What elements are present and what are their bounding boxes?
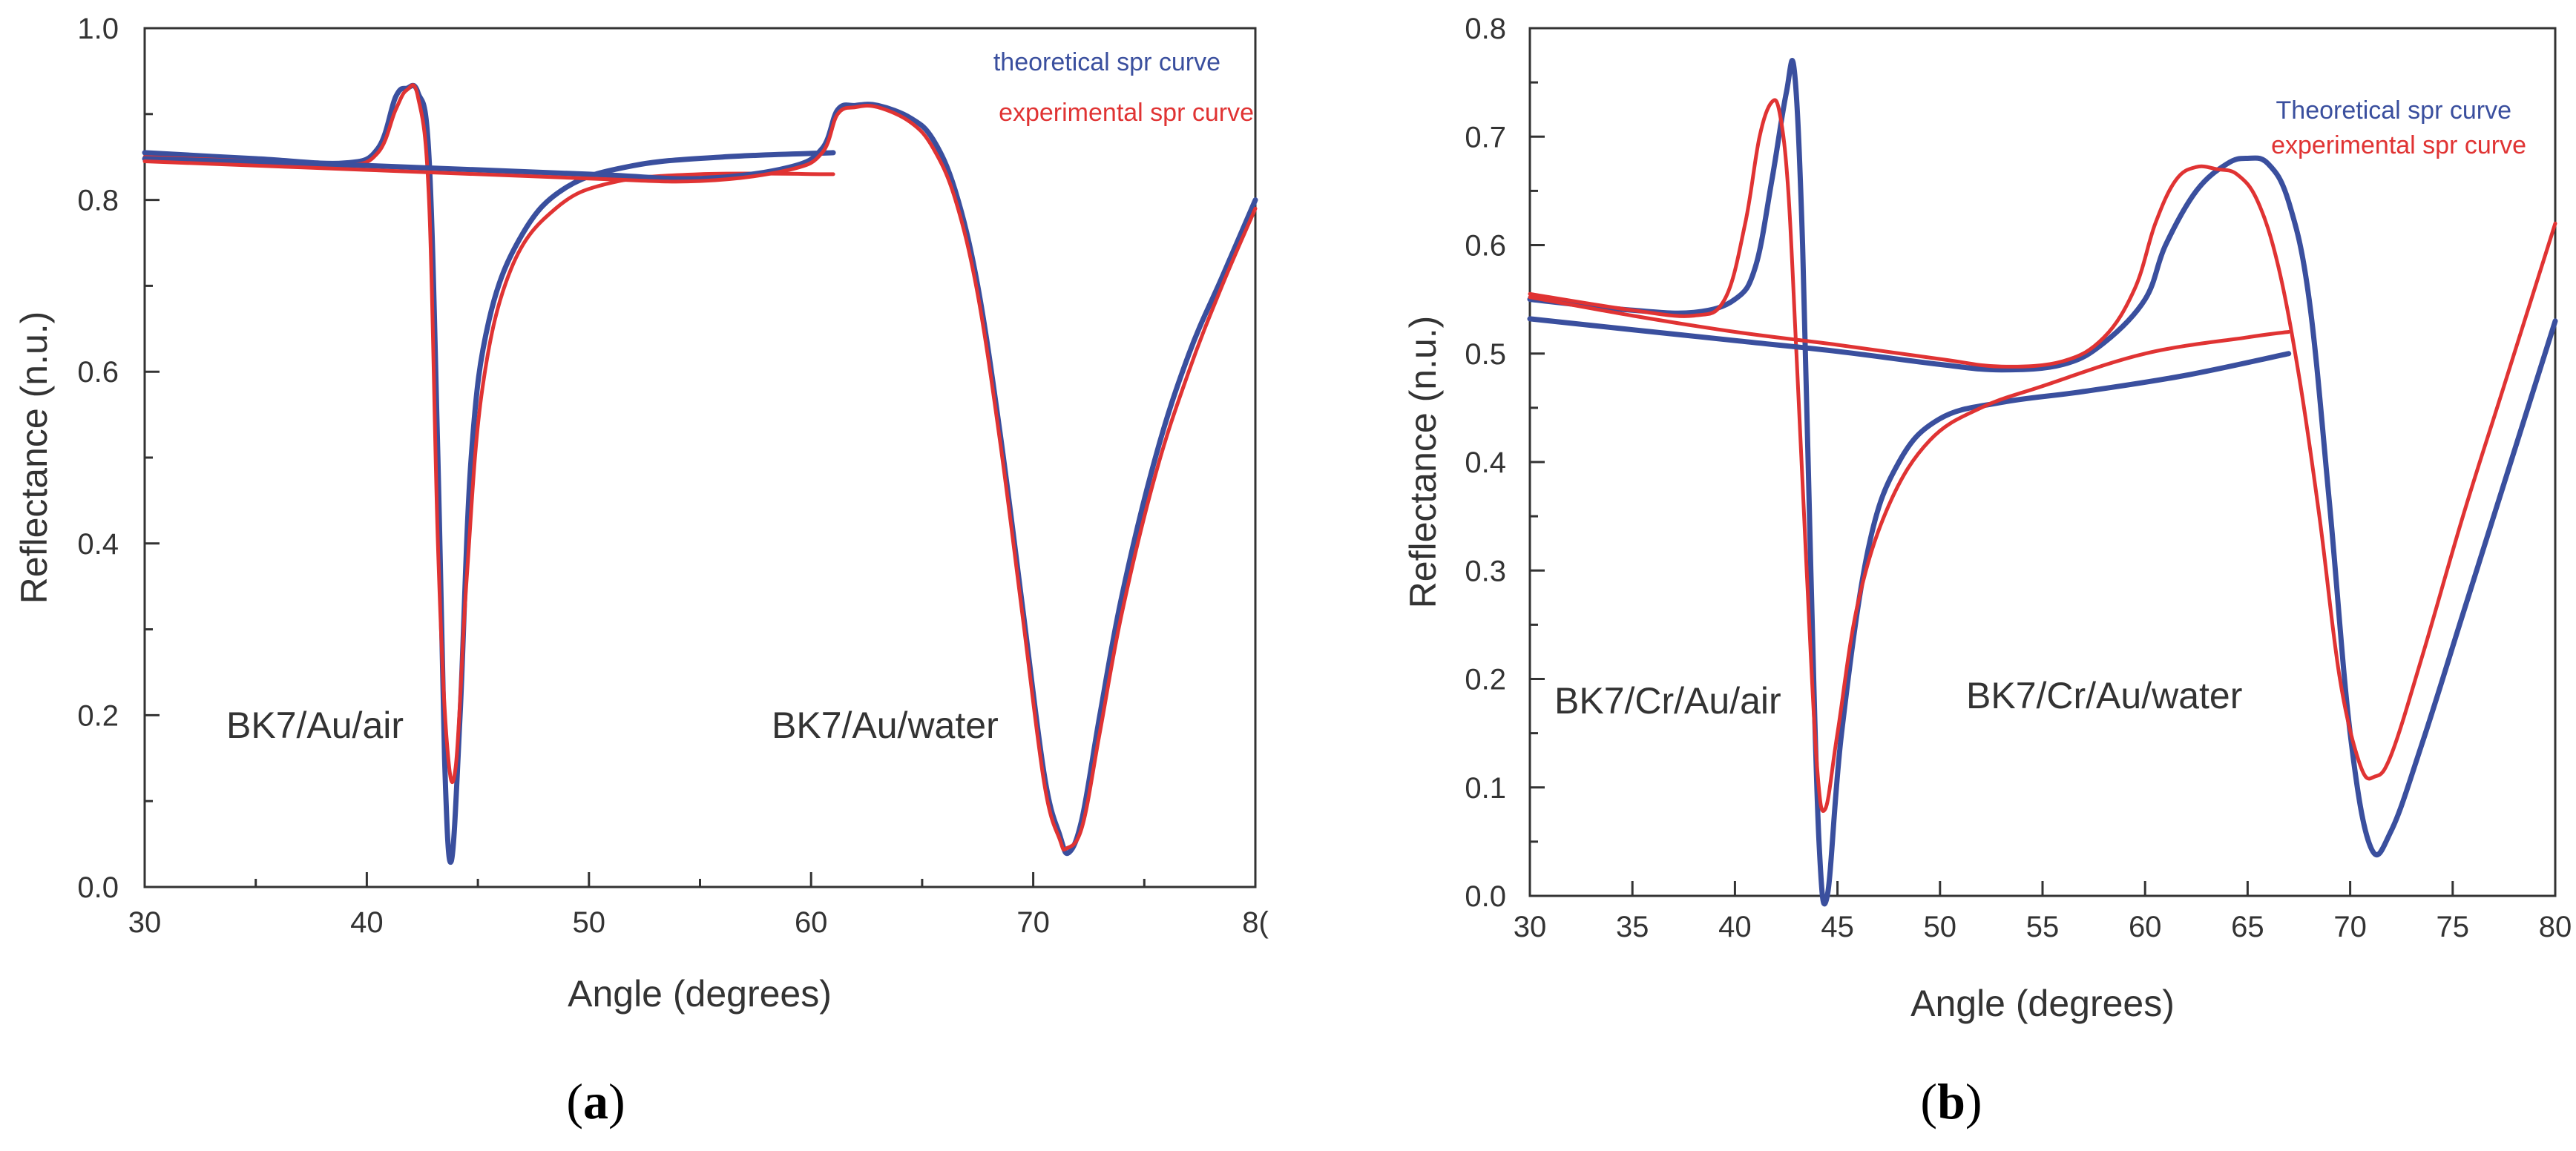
x-axis-title-a: Angle (degrees) xyxy=(568,973,832,1015)
x-tick-label: 50 xyxy=(573,906,606,939)
y-ticks-b xyxy=(1530,27,1545,897)
x-tick-label: 70 xyxy=(2333,911,2367,943)
y-tick-label: 0.1 xyxy=(1465,772,1506,805)
x-ticks-a xyxy=(143,872,1146,887)
x-tick-label: 60 xyxy=(2129,911,2162,943)
panel-label-a-open: ( xyxy=(566,1073,583,1129)
chart-panel-b: 30 35 40 45 50 55 60 65 70 75 80 0.00.10.20.30.40.… xyxy=(1402,13,2572,1024)
y-tick-label: 0.4 xyxy=(77,528,119,561)
x-tick-label: 30 xyxy=(1514,911,1547,943)
x-tick-label: 60 xyxy=(795,906,828,939)
y-axis-title-b: Reflectance (n.u.) xyxy=(1402,316,1444,609)
experimental-curve xyxy=(1528,164,2557,781)
x-tick-label: 30 xyxy=(128,906,162,939)
theoretical-curve xyxy=(1527,155,2558,858)
annotation-bk7-au-air: BK7/Au/air xyxy=(226,705,404,746)
experimental-curve xyxy=(142,83,835,785)
y-ticks-a xyxy=(145,27,160,888)
y-tick-label: 0.8 xyxy=(77,185,119,217)
y-tick-label: 0.6 xyxy=(1465,230,1506,263)
y-tick-label: 0.8 xyxy=(1465,13,1506,45)
annotation-bk7-au-water: BK7/Au/water xyxy=(772,705,999,746)
y-tick-label: 1.0 xyxy=(77,13,119,45)
chart-panel-a: 30 40 50 60 70 8( 0.0 0.2 0.4 0.6 0.8 1.0 Angle (d… xyxy=(13,13,1269,1015)
x-tick-labels-b: 30 35 40 45 50 55 60 65 70 75 80 xyxy=(1514,911,2572,943)
x-tick-label: 8( xyxy=(1242,906,1269,939)
legend-theoretical-a: theoretical spr curve xyxy=(993,48,1220,76)
x-tick-label: 80 xyxy=(2539,911,2572,943)
y-tick-labels-a: 0.0 0.2 0.4 0.6 0.8 1.0 xyxy=(77,13,119,904)
annotation-bk7-cr-au-air: BK7/Cr/Au/air xyxy=(1554,680,1781,722)
theoretical-curve xyxy=(1527,58,2292,907)
x-tick-label: 70 xyxy=(1016,906,1050,939)
panel-label-b-close: ) xyxy=(1965,1073,1982,1129)
y-tick-label: 0.5 xyxy=(1465,338,1506,371)
series-group-b xyxy=(1527,58,2558,907)
x-tick-labels-a: 30 40 50 60 70 8( xyxy=(128,906,1269,939)
x-tick-label: 50 xyxy=(1924,911,1957,943)
y-tick-labels-b: 0.0 0.1 0.2 0.3 0.4 0.5 0.6 0.7 0.8 xyxy=(1465,13,1506,913)
x-ticks-b xyxy=(1528,881,2557,896)
panel-label-b-letter: b xyxy=(1937,1073,1965,1129)
x-tick-label: 45 xyxy=(1821,911,1854,943)
y-tick-label: 0.0 xyxy=(1465,880,1506,913)
legend-experimental-b: experimental spr curve xyxy=(2271,131,2526,159)
panel-label-a-letter: a xyxy=(583,1073,608,1129)
series-group-a xyxy=(142,82,1258,865)
y-axis-title-a: Reflectance (n.u.) xyxy=(13,311,55,604)
panel-label-a: (a) xyxy=(566,1073,625,1129)
x-axis-title-b: Angle (degrees) xyxy=(1910,983,2175,1024)
panel-label-a-close: ) xyxy=(608,1073,625,1129)
y-tick-label: 0.2 xyxy=(1465,664,1506,696)
panel-label-b-open: ( xyxy=(1920,1073,1937,1129)
y-tick-label: 0.6 xyxy=(77,356,119,389)
y-tick-label: 0.0 xyxy=(77,871,119,904)
x-tick-label: 65 xyxy=(2231,911,2264,943)
experimental-curve xyxy=(142,103,1258,852)
y-tick-label: 0.2 xyxy=(77,699,119,732)
annotation-bk7-cr-au-water: BK7/Cr/Au/water xyxy=(1966,675,2242,716)
x-tick-label: 55 xyxy=(2026,911,2060,943)
x-tick-label: 35 xyxy=(1616,911,1649,943)
experimental-curve xyxy=(1528,98,2291,813)
legend-experimental-a: experimental spr curve xyxy=(999,99,1254,127)
legend-theoretical-b: Theoretical spr curve xyxy=(2276,96,2511,125)
y-tick-label: 0.3 xyxy=(1465,555,1506,587)
x-tick-label: 75 xyxy=(2437,911,2470,943)
y-tick-label: 0.7 xyxy=(1465,121,1506,154)
theoretical-curve xyxy=(142,82,836,865)
x-tick-label: 40 xyxy=(350,906,384,939)
x-tick-label: 40 xyxy=(1718,911,1752,943)
panel-label-b: (b) xyxy=(1920,1073,1982,1129)
y-tick-label: 0.4 xyxy=(1465,446,1506,479)
